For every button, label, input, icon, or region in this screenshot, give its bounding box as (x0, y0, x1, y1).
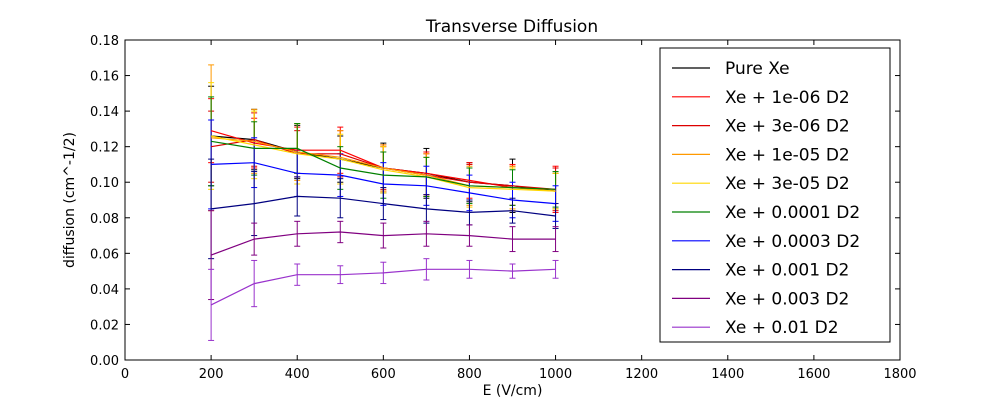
series-line (211, 162, 556, 205)
x-tick-label: 400 (285, 367, 310, 382)
x-tick-label: 0 (121, 367, 129, 382)
x-tick-label: 1200 (625, 367, 658, 382)
legend-label: Xe + 0.0001 D2 (725, 203, 860, 223)
legend-label: Xe + 0.0003 D2 (725, 232, 860, 252)
legend-label: Xe + 3e-06 D2 (725, 117, 850, 137)
y-tick-label: 0.08 (90, 212, 119, 227)
legend-label: Xe + 1e-06 D2 (725, 88, 850, 108)
series-line (211, 140, 556, 190)
series-line (210, 231, 556, 256)
x-tick-label: 1000 (539, 367, 572, 382)
series-lines (210, 130, 556, 306)
series-line (211, 195, 556, 217)
plot-frame (124, 39, 901, 361)
y-tick-label: 0.18 (90, 34, 119, 49)
y-tick-label: 0.12 (90, 141, 119, 156)
x-tick-label: 600 (371, 367, 396, 382)
y-tick-label: 0.02 (90, 318, 119, 333)
y-tick-label: 0.14 (90, 105, 119, 120)
x-tick-label: 200 (199, 367, 224, 382)
legend-label: Xe + 3e-05 D2 (725, 174, 850, 194)
legend-label: Xe + 0.003 D2 (725, 289, 849, 309)
y-tick-label: 0.04 (90, 283, 119, 298)
x-tick-label: 1400 (711, 367, 744, 382)
x-tick-label: 800 (457, 367, 482, 382)
series-line (210, 268, 556, 306)
y-tick-label: 0.00 (90, 354, 119, 369)
chart-title: Transverse Diffusion (425, 17, 598, 37)
y-tick-label: 0.06 (90, 247, 119, 262)
legend-label: Pure Xe (725, 59, 790, 79)
legend-label: Xe + 0.001 D2 (725, 261, 849, 281)
x-tick-label: 1800 (883, 367, 916, 382)
legend-label: Xe + 1e-05 D2 (725, 145, 850, 165)
x-tick-label: 1600 (797, 367, 830, 382)
y-axis-label: diffusion (cm^-1/2) (62, 132, 78, 268)
legend: Pure Xe Xe + 1e-06 D2 Xe + 3e-06 D2 Xe + 1e… (659, 47, 891, 343)
legend-label: Xe + 0.01 D2 (725, 318, 839, 338)
x-axis-label: E (V/cm) (483, 383, 543, 399)
axis-ticks: 0 200 400 600 800 1000 1200 1400 1600 1800 0.00 0.0… (90, 34, 917, 382)
y-tick-label: 0.16 (90, 70, 119, 85)
y-tick-label: 0.10 (90, 176, 119, 191)
